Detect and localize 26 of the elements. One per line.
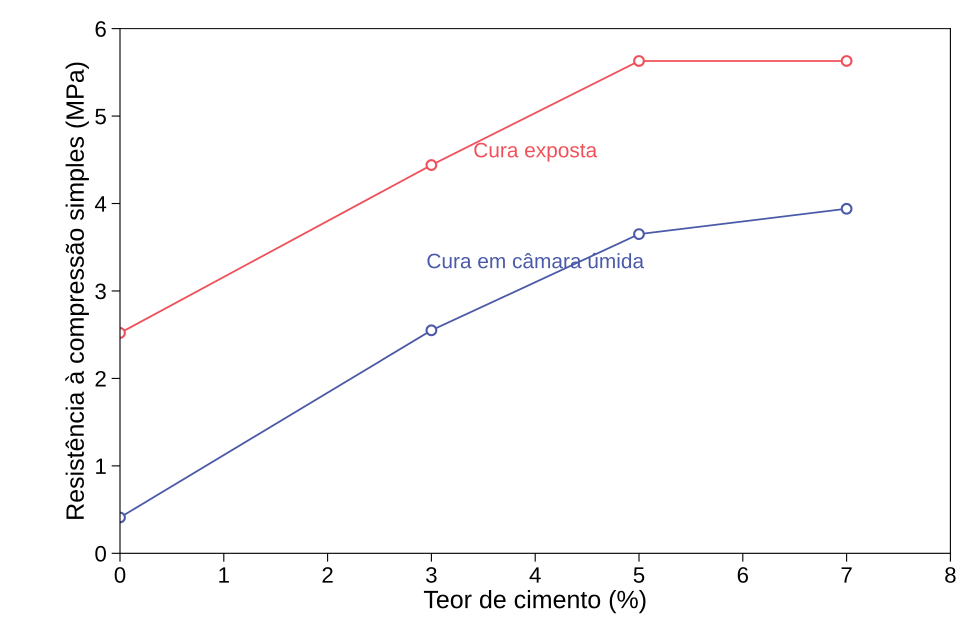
point xyxy=(633,228,645,240)
point xyxy=(425,324,438,336)
x-tick-label: 8 xyxy=(945,567,956,583)
x-tick-label: 2 xyxy=(322,567,333,583)
point xyxy=(425,159,438,171)
y-tick-label: 6 xyxy=(96,21,106,37)
y-axis-title: Resistência à compressão simples (MPa) xyxy=(65,62,89,519)
y-tick-label: 0 xyxy=(95,546,106,562)
point xyxy=(840,55,853,67)
x-tick-label: 6 xyxy=(738,567,748,583)
x-tick-label: 4 xyxy=(530,567,541,583)
series-label: Cura exposta xyxy=(474,142,598,162)
x-tick-label: 1 xyxy=(219,567,229,583)
y-tick-label: 1 xyxy=(96,458,106,474)
x-tick-label: 3 xyxy=(426,567,437,583)
series-label: Cura em câmara úmida xyxy=(427,252,644,268)
x-tick-label: 7 xyxy=(842,567,852,583)
x-axis-title: Teor de cimento (%) xyxy=(424,590,646,614)
x-tick-label: 0 xyxy=(114,567,126,583)
point xyxy=(840,202,853,215)
x-tick-label: 5 xyxy=(634,567,644,583)
y-tick-label: 5 xyxy=(95,108,106,124)
y-tick-label: 3 xyxy=(95,284,106,300)
point xyxy=(633,55,645,67)
y-tick-label: 4 xyxy=(94,196,106,212)
y-tick-label: 2 xyxy=(96,370,106,386)
